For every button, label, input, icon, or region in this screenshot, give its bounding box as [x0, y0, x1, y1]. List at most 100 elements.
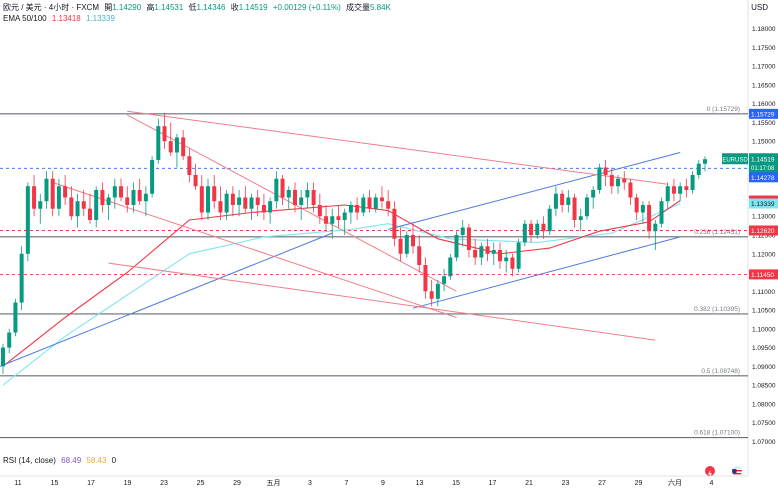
rsi-value-1: 68.49: [61, 456, 82, 465]
candle-body: [1, 347, 5, 367]
candle-body: [671, 186, 676, 194]
x-tick-label: 3: [308, 480, 312, 487]
wedge-trendline: [108, 262, 656, 341]
ohlc-low-label: 低: [188, 3, 197, 12]
x-tick-label: 15: [452, 480, 460, 487]
ohlc-open-value: 1.14290: [112, 3, 142, 12]
price-level-value: 1.15729: [751, 111, 775, 118]
volume-label: 成交量: [346, 3, 370, 12]
rsi-value-3: 0: [111, 456, 117, 465]
candle-body: [392, 208, 397, 239]
lightning-icon[interactable]: [705, 466, 715, 478]
x-tick-label: 29: [635, 480, 643, 487]
candle-body: [640, 204, 645, 213]
candle-body: [218, 201, 223, 213]
candle-body: [435, 283, 440, 299]
candle-body: [566, 197, 571, 205]
y-tick-label: 1.09000: [752, 364, 776, 371]
ema-legend[interactable]: EMA 50/100 1.13418 1.13339: [3, 13, 118, 24]
candle-body: [106, 197, 111, 205]
candle-body: [678, 186, 683, 194]
candle-body: [373, 197, 378, 209]
rsi-value-2: 58.43: [86, 456, 107, 465]
candle-body: [522, 223, 527, 243]
symbol-line[interactable]: 欧元 / 美元 · 4小时 · FXCM: [3, 3, 99, 12]
candle-body: [7, 332, 12, 348]
y-tick-label: 1.16500: [752, 82, 776, 89]
candle-body: [547, 208, 552, 232]
candle-body: [355, 204, 360, 213]
candle-body: [181, 137, 186, 157]
candle-body: [168, 141, 173, 153]
candle-body: [230, 193, 235, 205]
wedge-trendline: [52, 182, 457, 318]
price-level-value: 1.12620: [751, 228, 775, 235]
x-tick-label: 21: [525, 480, 533, 487]
fib-level-label: 0.5 (1.08748): [701, 368, 740, 375]
candle-body: [19, 253, 24, 303]
price-level-tag: [749, 172, 778, 183]
candle-body: [255, 197, 260, 205]
fib-level-label: 0.382 (1.10395): [694, 306, 740, 313]
price-level-tag: [749, 225, 778, 236]
candle-body: [541, 223, 546, 232]
y-tick-label: 1.10500: [752, 308, 776, 315]
x-tick-label: 17: [489, 480, 497, 487]
y-tick-label: 1.09500: [752, 345, 776, 352]
x-tick-label: 19: [124, 480, 132, 487]
candle-body: [305, 189, 310, 198]
candle-body: [379, 197, 384, 202]
x-tick-label: 4: [710, 480, 714, 487]
volume-value: 5.84K: [370, 3, 391, 12]
candle-body: [137, 189, 142, 202]
candle-body: [361, 197, 366, 213]
candle-body: [616, 178, 621, 187]
candle-body: [56, 186, 61, 209]
candle-body: [584, 197, 589, 217]
candle-body: [199, 186, 204, 213]
x-tick-label: 27: [598, 480, 606, 487]
x-tick-label: 五月: [267, 479, 281, 487]
y-tick-label: 1.07500: [752, 420, 776, 427]
candle-body: [25, 186, 30, 254]
candle-body: [510, 257, 515, 269]
candle-body: [336, 216, 341, 220]
candle-body: [628, 182, 633, 198]
candle-body: [690, 174, 695, 190]
ohlc-open-label: 開: [104, 3, 113, 12]
channel-trendline: [0, 232, 333, 367]
candle-body: [448, 257, 453, 277]
candle-body: [69, 197, 74, 217]
candle-body: [479, 246, 484, 258]
currency-label[interactable]: USD: [751, 3, 768, 12]
candle-body: [634, 197, 639, 213]
x-tick-label: 11: [14, 480, 21, 487]
symbol-price-tag: [722, 153, 748, 165]
candle-body: [591, 189, 596, 198]
candle-body: [411, 235, 416, 247]
price-level-value: 1.14278: [751, 175, 775, 182]
y-tick-label: 1.16000: [752, 101, 776, 108]
ohlc-high-label: 高: [146, 3, 155, 12]
symbol-legend: 欧元 / 美元 · 4小时 · FXCM 開1.14290 高1.14531 低…: [3, 2, 394, 13]
x-tick-label: 25: [197, 480, 205, 487]
countdown-timer: 01:17:08: [751, 166, 775, 172]
candle-body: [212, 186, 217, 202]
y-tick-label: 1.18000: [752, 26, 776, 33]
ohlc-high-value: 1.14531: [154, 3, 184, 12]
candle-body: [684, 186, 689, 190]
candle-body: [473, 250, 478, 258]
y-tick-label: 1.15500: [752, 120, 776, 127]
fib-level-label: 0.236 (1.12451): [694, 229, 740, 236]
candle-body: [38, 201, 43, 209]
flag-icon[interactable]: [732, 466, 742, 476]
candle-body: [578, 216, 583, 220]
rsi-legend[interactable]: RSI (14, close) 68.49 58.43 0: [3, 456, 119, 465]
price-level-value: 1.13339: [751, 201, 775, 208]
candle-body: [386, 201, 391, 209]
x-tick-label: 17: [87, 480, 95, 487]
candle-body: [131, 189, 136, 205]
y-tick-label: 1.07000: [752, 439, 776, 446]
